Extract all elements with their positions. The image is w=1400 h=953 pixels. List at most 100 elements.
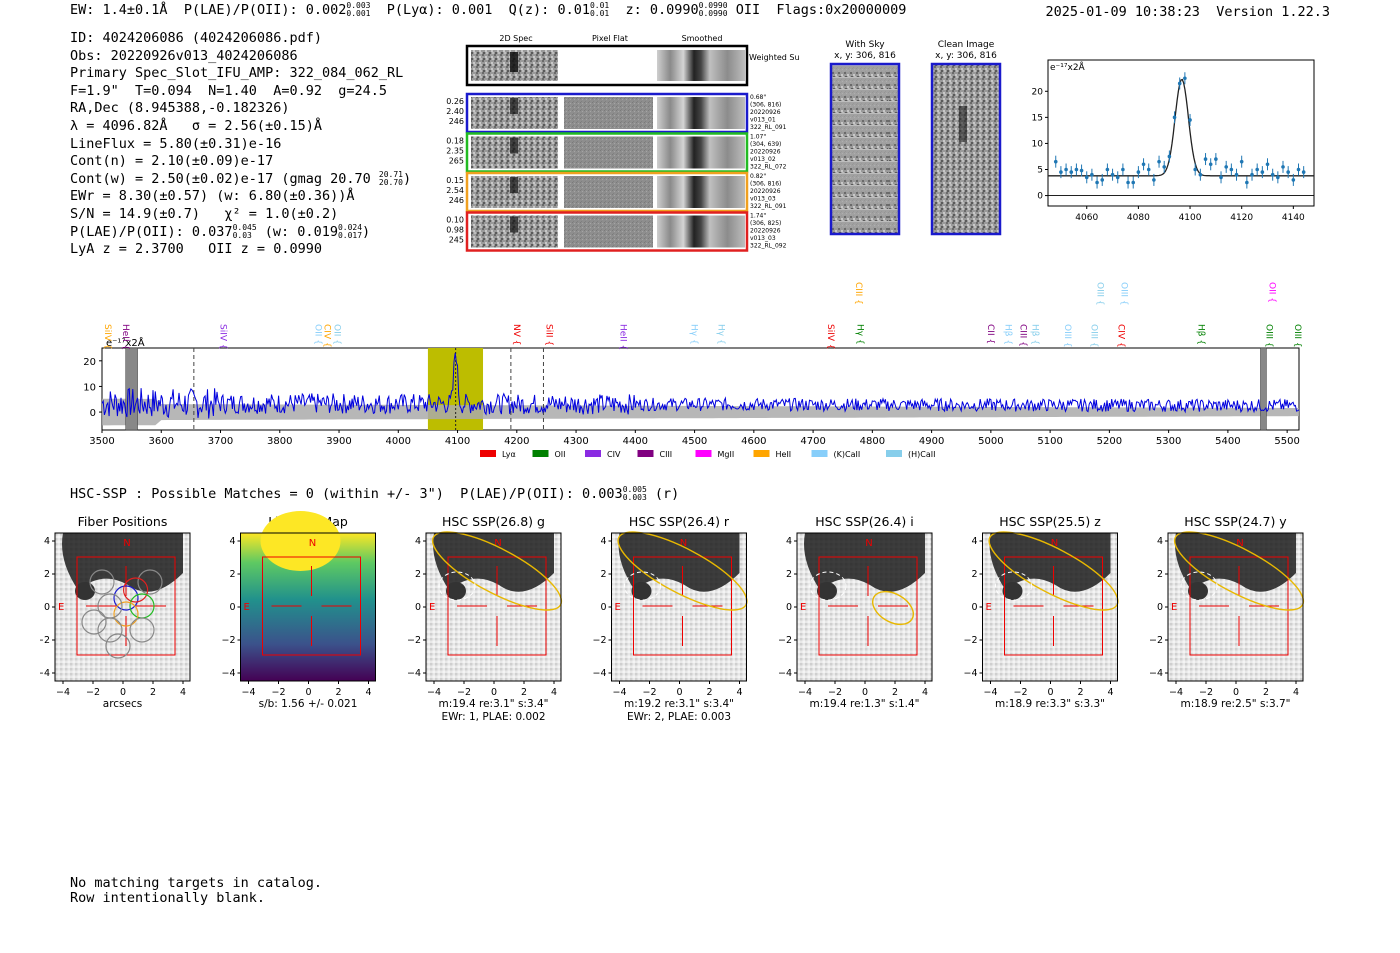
fit-point [1214,157,1218,161]
cutout-weight: 2.40 [446,107,464,116]
spec-xtick-label: 4700 [800,436,825,447]
fit-ytick-label: 0 [1037,192,1043,202]
hsc-ytick-label: 0 [229,602,235,613]
fit-point [1053,159,1058,164]
fiber-circle [137,569,163,595]
hsc-ytick-label: −4 [221,668,235,679]
spec-xtick-label: 5100 [1037,436,1062,447]
spec-line-label: OII { [331,324,341,345]
fit-point [1229,167,1234,172]
bright-source [616,533,740,592]
spec-line-label: OIII { [1263,324,1273,348]
hsc-xtick-label: −2 [828,687,842,698]
neighbor-ellipse [1180,571,1218,601]
cutout-info: 20220926 [750,109,781,116]
spec-xtick-label: 4400 [623,436,648,447]
cutout-weight: 0.18 [446,137,464,146]
hsc-xtick-label: 0 [491,687,497,698]
cutout-info: 1.74" [750,213,766,220]
stat-lya-z: LyA z = 2.3700 OII z = 0.0990 [70,241,322,258]
stat-primary: Primary Spec_Slot_IFU_AMP: 322_084_062_R… [70,65,404,82]
weighted-sum-label: Weighted Sum [749,53,800,62]
compass-north: N [680,538,687,549]
fiber-circle [105,633,131,659]
spec-xtick-label: 4900 [919,436,944,447]
stat-radec: RA,Dec (8.945388,-0.182326) [70,100,290,117]
line-fit-chart: 4060 4080 4100 4120 4140 0 5 10 15 20 e⁻¹⁷x2Å [1032,59,1315,223]
hsc-xtick-label: −2 [1013,687,1027,698]
fit-point [1224,165,1228,169]
hsc-xtick-label: 0 [676,687,682,698]
hsc-panel-caption: s/b: 1.56 +/- 0.021 [259,698,358,710]
fit-point [1301,170,1306,174]
spec-xtick-label: 3600 [149,436,174,447]
hsc-xtick-label: 0 [120,687,126,698]
spec-noise-band [102,398,1299,426]
cutout-smoothed [657,136,745,169]
fit-point [1203,157,1208,161]
neighbor-ellipse [809,571,847,601]
fit-point [1141,162,1146,167]
hsc-ytick-label: 4 [229,536,235,547]
compass-east: E [58,602,64,613]
fit-xtick-label: 4100 [1179,213,1202,223]
nearby-source [446,582,466,600]
spec-xtick-label: 3800 [267,436,292,447]
spec-xtick-label: 5000 [978,436,1003,447]
with-sky-image [829,62,901,236]
cutout-info: (306, 816) [750,181,781,188]
fit-point [1296,167,1301,172]
compass-north: N [123,538,130,549]
cutout-weight: 0.10 [446,216,464,225]
hsc-xtick-label: 4 [736,687,742,698]
hsc-xtick-label: 4 [180,687,186,698]
hsc-xtick-label: −4 [241,687,255,698]
hsc-xtick-label: −2 [457,687,471,698]
fit-point [1162,165,1167,169]
fiber-circle [113,585,139,611]
fit-xtick-label: 4120 [1230,213,1253,223]
hsc-xtick-label: −2 [86,687,100,698]
spec-legend-label: CIII [660,450,673,459]
spec-line-label: CIII { [853,282,863,305]
hsc-ytick-label: −4 [40,668,50,679]
spec-line-label: CIV { [321,324,331,348]
fit-point [1250,172,1254,177]
fit-point [1188,118,1192,122]
hsc-xtick-label: −4 [612,687,626,698]
cutout-weight: 2.35 [446,147,464,156]
fit-point [1079,168,1084,173]
hsc-panel-caption: m:19.4 re:3.1" s:3.4" [439,698,549,710]
clean-image-source [959,106,967,142]
nearby-source [631,582,652,600]
cutout-info: 20220926 [750,228,781,235]
hsc-ytick-label: −2 [778,635,792,646]
cutout-info: 322_RL_091 [750,124,787,131]
hsc-ytick-label: 4 [786,536,792,547]
fiber-circle [113,601,139,627]
spec-legend-swatch [585,450,601,457]
hsc-ytick-label: −4 [407,668,421,679]
spec-flux-line [101,353,1300,419]
spec-xtick-label: 4600 [741,436,766,447]
hsc-xtick-label: 2 [150,687,156,698]
hsc-ytick-label: 2 [600,569,606,580]
fit-point [1245,180,1249,185]
col-header-smoothed: Smoothed [682,34,723,43]
hsc-xtick-label: −4 [56,687,70,698]
spec-xtick-label: 3900 [326,436,351,447]
hsc-ytick-label: 4 [1157,536,1163,547]
fit-xtick-label: 4140 [1282,213,1305,223]
bright-source [1173,533,1296,592]
hsc-ytick-label: 4 [600,536,606,547]
compass-north: N [494,538,501,549]
aperture-box [1189,556,1289,656]
cutout-weight: 0.98 [446,226,464,235]
hsc-ytick-label: 2 [786,569,792,580]
plae-header: P(LAE)/P(OII): 0.0020.003 0.001 [183,1,371,19]
clean-image-xy: x, y: 306, 816 [935,51,997,61]
fit-point [1115,175,1120,180]
